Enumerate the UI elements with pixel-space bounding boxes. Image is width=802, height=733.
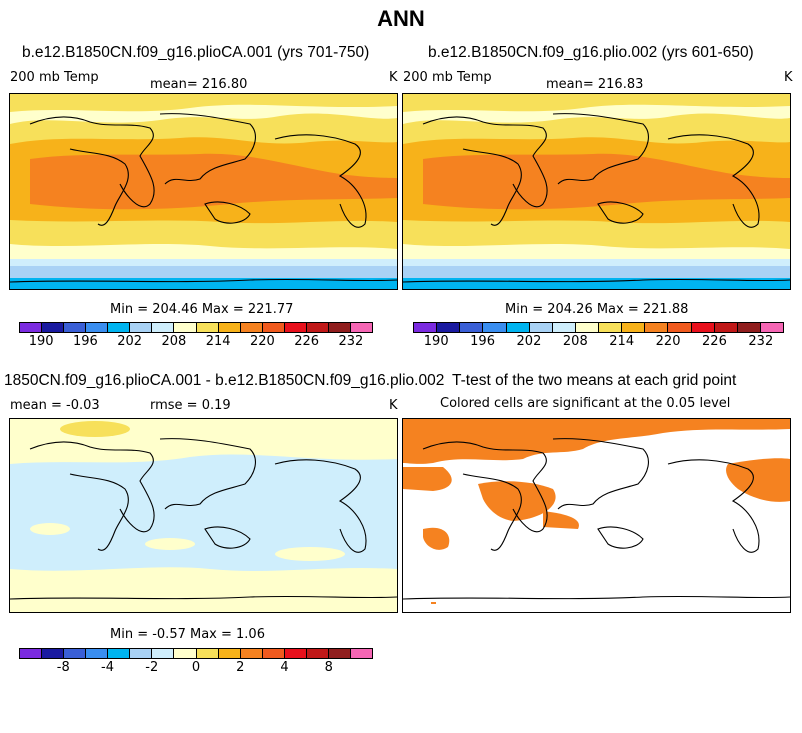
panel3-rmse: rmse = 0.19: [150, 398, 231, 413]
panel3-mean: mean = -0.03: [10, 398, 100, 413]
colorbar-tick-label: 232: [748, 334, 774, 349]
colorbar-swatch: [645, 323, 669, 332]
colorbar-tick-label: 220: [249, 334, 275, 349]
panel2-minmax: Min = 204.26 Max = 221.88: [505, 302, 689, 317]
colorbar-tick-label: 214: [609, 334, 635, 349]
colorbar-tick-label: 196: [470, 334, 495, 349]
colorbar-swatch: [152, 649, 175, 658]
colorbar-swatch: [64, 649, 87, 658]
panel4-title: T-test of the two means at each grid poi…: [452, 372, 737, 389]
colorbar-swatch: [350, 649, 372, 658]
panel2-units: K: [784, 70, 793, 85]
colorbar-tick-label: 208: [161, 334, 187, 349]
colorbar-swatch: [529, 323, 553, 332]
panel1-map: [9, 93, 398, 290]
colorbar-swatch: [64, 323, 87, 332]
colorbar-tick-label: 220: [655, 334, 681, 349]
colorbar-tick-label: 190: [28, 334, 54, 349]
colorbar-swatch: [20, 323, 43, 332]
panel1-title: b.e12.B1850CN.f09_g16.plioCA.001 (yrs 70…: [22, 44, 370, 61]
colorbar-swatch: [218, 323, 241, 332]
colorbar-swatch: [760, 323, 783, 332]
colorbar-swatch: [460, 323, 484, 332]
colorbar-swatch: [483, 323, 507, 332]
colorbar-swatch: [108, 323, 131, 332]
panel1-field-label: 200 mb Temp: [10, 70, 99, 85]
panel3-title: 1850CN.f09_g16.plioCA.001 - b.e12.B1850C…: [4, 372, 445, 389]
colorbar-swatch: [240, 649, 263, 658]
panel2-colorbar: [413, 322, 784, 333]
panel1-minmax: Min = 204.46 Max = 221.77: [110, 302, 294, 317]
colorbar-tick-label: 4: [280, 660, 289, 675]
colorbar-swatch: [414, 323, 438, 332]
colorbar-tick-label: 232: [338, 334, 364, 349]
colorbar-swatch: [130, 323, 153, 332]
colorbar-swatch: [328, 649, 351, 658]
colorbar-swatch: [174, 649, 197, 658]
colorbar-swatch: [306, 649, 329, 658]
panel2-mean: mean= 216.83: [546, 77, 644, 92]
colorbar-tick-label: 202: [516, 334, 542, 349]
colorbar-swatch: [218, 649, 241, 658]
colorbar-swatch: [714, 323, 738, 332]
colorbar-swatch: [737, 323, 761, 332]
colorbar-tick-label: 196: [72, 334, 98, 349]
colorbar-tick-label: 208: [562, 334, 588, 349]
colorbar-swatch: [306, 323, 329, 332]
colorbar-swatch: [691, 323, 715, 332]
colorbar-swatch: [20, 649, 43, 658]
colorbar-tick-label: -4: [101, 660, 114, 675]
colorbar-swatch: [284, 323, 307, 332]
panel1-mean: mean= 216.80: [150, 77, 248, 92]
panel2-field-label: 200 mb Temp: [403, 70, 492, 85]
colorbar-swatch: [42, 323, 65, 332]
colorbar-swatch: [86, 323, 109, 332]
colorbar-swatch: [130, 649, 153, 658]
colorbar-swatch: [437, 323, 461, 332]
colorbar-tick-label: -2: [145, 660, 159, 675]
panel1-units: K: [389, 70, 398, 85]
panel3-units: K: [389, 398, 398, 413]
panel3-colorbar: [19, 648, 373, 659]
colorbar-swatch: [552, 323, 576, 332]
panel2-map: [402, 93, 791, 290]
colorbar-swatch: [622, 323, 646, 332]
colorbar-swatch: [599, 323, 623, 332]
colorbar-swatch: [86, 649, 109, 658]
colorbar-swatch: [284, 649, 307, 658]
colorbar-swatch: [196, 649, 219, 658]
colorbar-swatch: [328, 323, 351, 332]
colorbar-tick-label: 2: [236, 660, 245, 675]
colorbar-tick-label: 226: [702, 334, 727, 349]
panel3-minmax: Min = -0.57 Max = 1.06: [110, 627, 265, 642]
colorbar-tick-label: 190: [423, 334, 449, 349]
colorbar-tick-label: 0: [191, 660, 201, 675]
colorbar-swatch: [668, 323, 692, 332]
panel4-map: [402, 418, 791, 613]
colorbar-swatch: [196, 323, 219, 332]
colorbar-swatch: [575, 323, 599, 332]
panel4-subtitle: Colored cells are significant at the 0.0…: [440, 396, 731, 411]
colorbar-swatch: [152, 323, 175, 332]
colorbar-tick-label: 214: [205, 334, 231, 349]
panel2-title: b.e12.B1850CN.f09_g16.plio.002 (yrs 601-…: [428, 44, 754, 61]
colorbar-swatch: [108, 649, 131, 658]
panel1-colorbar: [19, 322, 373, 333]
colorbar-swatch: [262, 323, 285, 332]
colorbar-tick-label: 8: [324, 660, 333, 675]
colorbar-swatch: [262, 649, 285, 658]
panel3-map: [9, 418, 398, 613]
colorbar-swatch: [174, 323, 197, 332]
colorbar-tick-label: -8: [56, 660, 70, 675]
colorbar-swatch: [506, 323, 530, 332]
page-title: ANN: [377, 6, 425, 31]
colorbar-swatch: [350, 323, 372, 332]
colorbar-swatch: [42, 649, 65, 658]
colorbar-swatch: [240, 323, 263, 332]
colorbar-tick-label: 202: [117, 334, 143, 349]
colorbar-tick-label: 226: [294, 334, 320, 349]
